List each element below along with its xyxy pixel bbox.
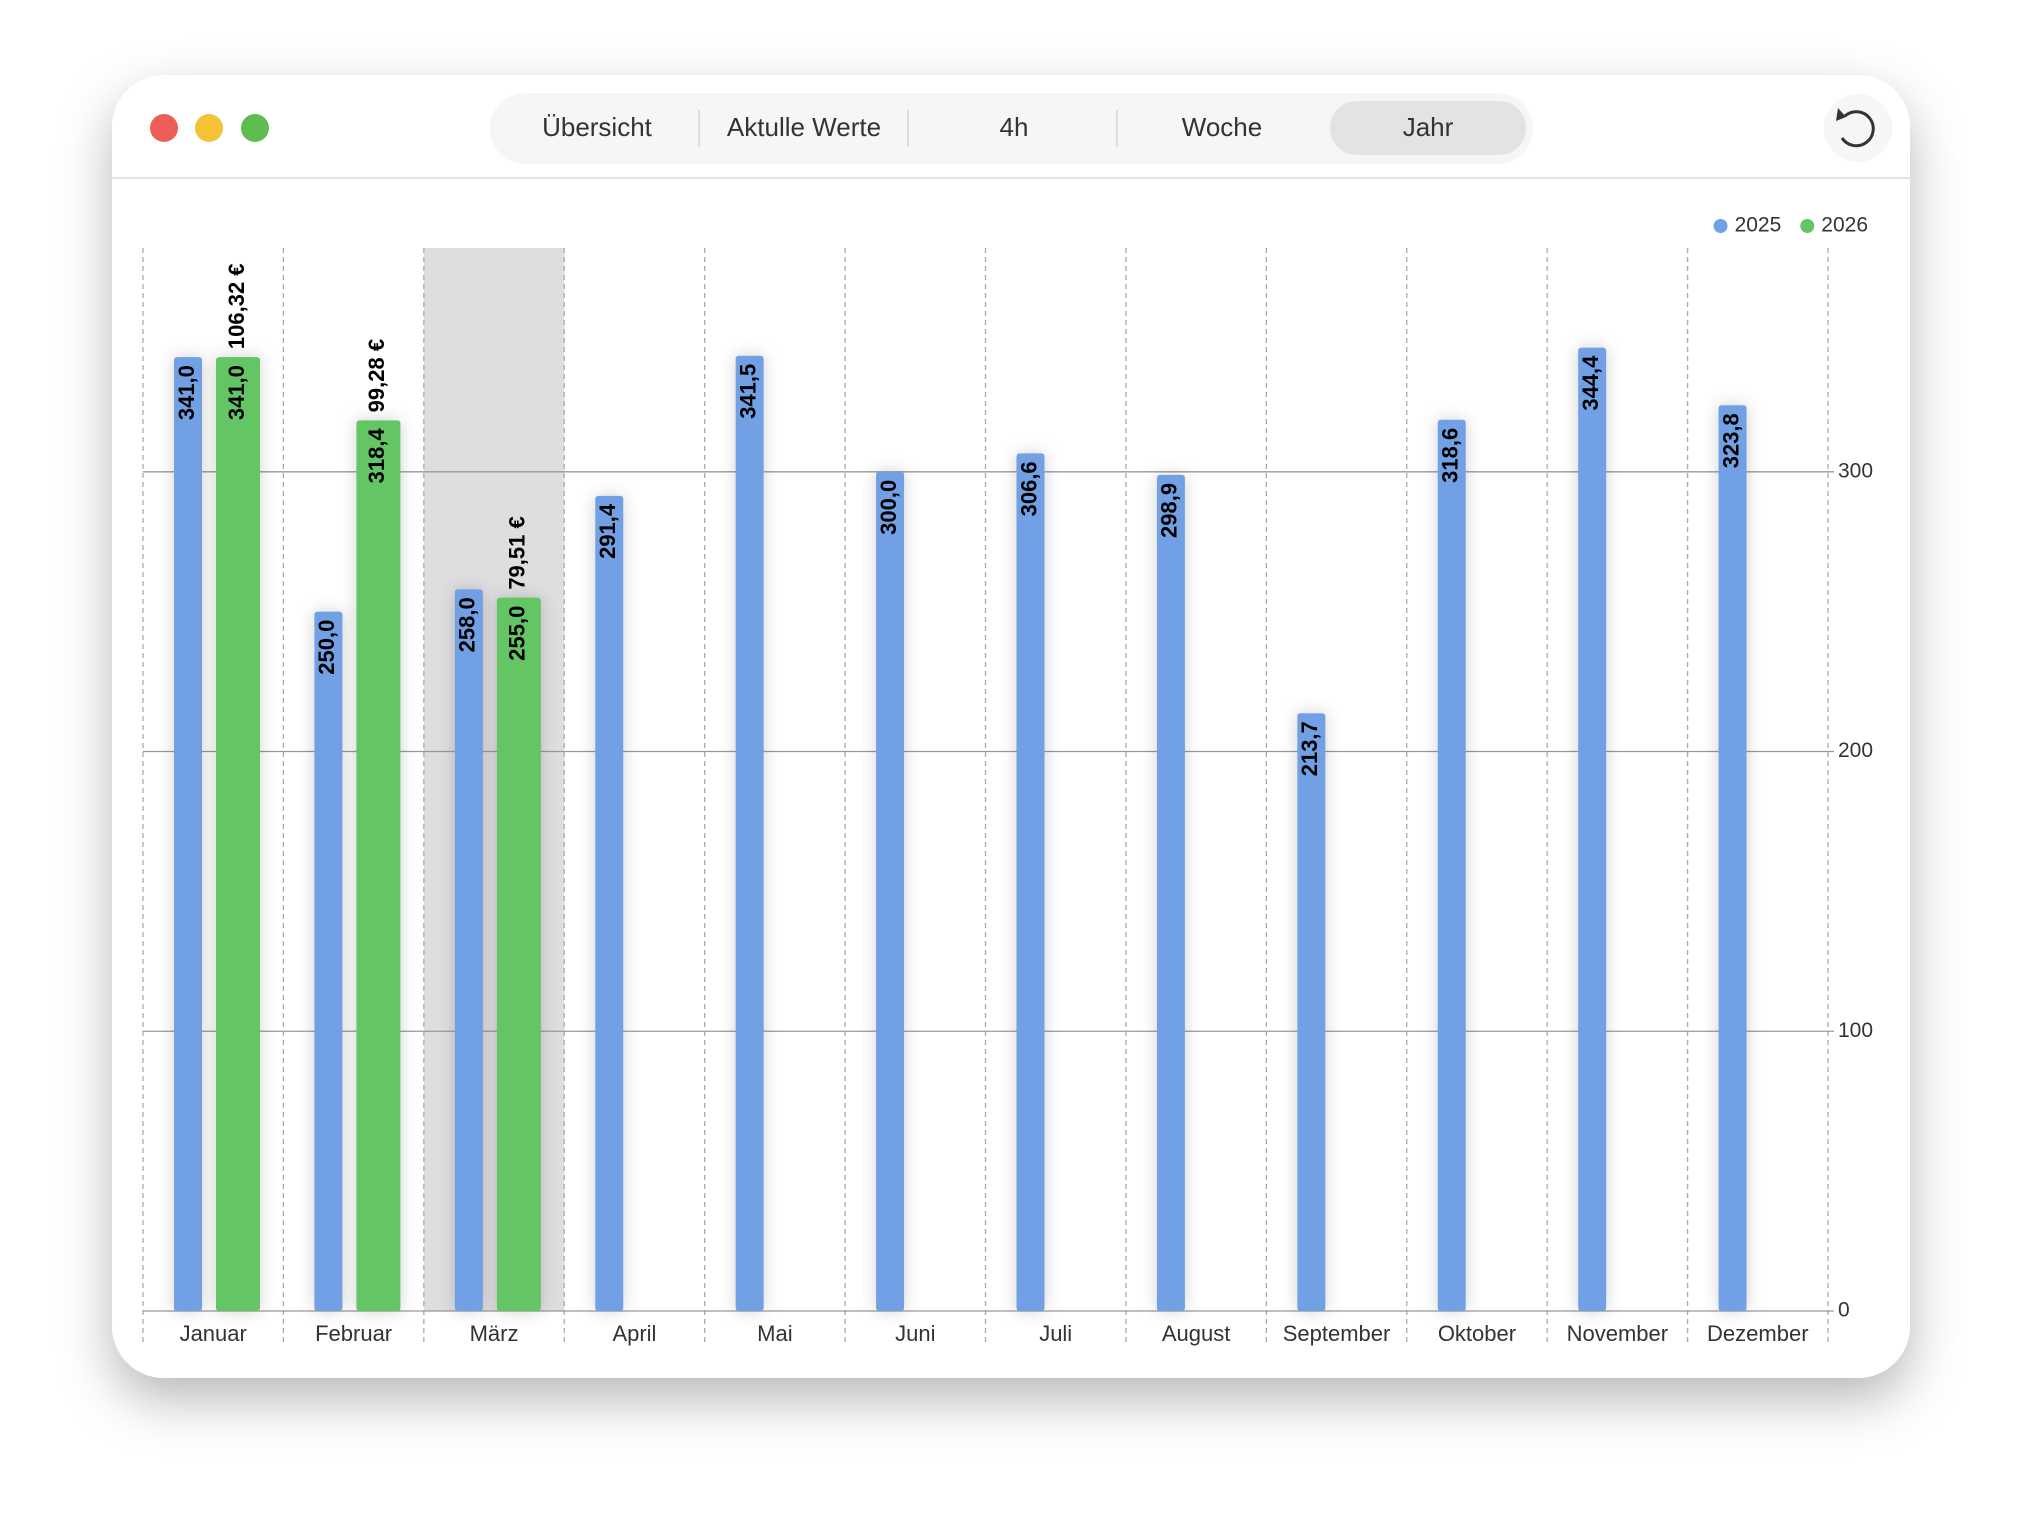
value-label: 323,8: [1718, 413, 1743, 468]
value-label: 341,0: [174, 365, 199, 420]
tab-label[interactable]: 4h: [1000, 112, 1029, 142]
zoom-button[interactable]: [241, 114, 269, 142]
bar: [876, 471, 905, 1312]
value-label: 341,5: [735, 364, 760, 419]
tab-label[interactable]: Jahr: [1403, 112, 1454, 142]
y-tick-label: 100: [1838, 1019, 1873, 1042]
bar: [216, 357, 260, 1311]
value-label: 258,0: [455, 597, 480, 652]
x-tick-label: Januar: [180, 1321, 247, 1346]
bar: [1437, 419, 1466, 1311]
tab-selected: [1330, 101, 1526, 155]
bar: [1578, 347, 1607, 1311]
bar: [735, 355, 764, 1311]
x-tick-label: April: [612, 1321, 656, 1346]
x-tick-label: Dezember: [1707, 1321, 1808, 1346]
bar: [314, 611, 343, 1311]
bar: [1297, 713, 1326, 1311]
x-tick-label: Februar: [315, 1321, 392, 1346]
tab-bar: [490, 93, 1533, 164]
value-label: 318,6: [1438, 428, 1463, 483]
bar: [174, 357, 202, 1311]
legend-label: 2025: [1735, 214, 1782, 237]
value-label: 300,0: [876, 480, 901, 535]
bar: [1718, 405, 1747, 1311]
x-tick-label: Oktober: [1438, 1321, 1516, 1346]
x-tick-label: September: [1283, 1321, 1391, 1346]
bar: [1156, 474, 1185, 1311]
tab-label[interactable]: Woche: [1182, 112, 1262, 142]
cost-label: 79,51 €: [505, 516, 530, 589]
x-tick-label: März: [470, 1321, 519, 1346]
value-label: 255,0: [505, 606, 530, 661]
chart: 0 100 200 300 Januar 341,0 341,0 106,32 € Februa…: [142, 214, 1873, 1346]
x-tick-label: August: [1162, 1321, 1231, 1346]
bar: [1016, 453, 1045, 1311]
value-label: 306,6: [1016, 461, 1041, 516]
cost-label: 106,32 €: [224, 263, 249, 349]
bar: [454, 589, 483, 1311]
refresh-button[interactable]: [1824, 94, 1892, 162]
tabs: Übersicht Aktulle Werte 4h Woche Jahr: [542, 101, 1526, 155]
x-tick-label: Juli: [1039, 1321, 1072, 1346]
value-label: 318,4: [364, 428, 389, 484]
legend-label: 2026: [1821, 214, 1868, 237]
y-tick-label: 0: [1838, 1299, 1850, 1322]
x-tick-label: Mai: [757, 1321, 792, 1346]
bar: [496, 597, 541, 1311]
value-label: 341,0: [224, 365, 249, 420]
cost-label: 99,28 €: [364, 339, 389, 412]
bar: [356, 420, 401, 1312]
value-label: 298,9: [1157, 483, 1182, 538]
x-tick-label: November: [1567, 1321, 1668, 1346]
value-label: 344,4: [1578, 355, 1603, 411]
tab-label[interactable]: Aktulle Werte: [727, 112, 881, 142]
value-label: 213,7: [1297, 721, 1322, 776]
y-tick-label: 300: [1838, 459, 1873, 482]
minimize-button[interactable]: [195, 114, 223, 142]
refresh-icon: [1840, 110, 1875, 148]
bar: [595, 495, 624, 1312]
legend-dot: [1800, 219, 1815, 233]
value-label: 250,0: [314, 620, 339, 675]
selected-band: [423, 248, 565, 1311]
value-label: 291,4: [595, 503, 620, 559]
y-tick-label: 200: [1838, 739, 1873, 762]
close-button[interactable]: [150, 114, 178, 142]
x-tick-label: Juni: [895, 1321, 935, 1346]
refresh-arrow: [1836, 108, 1846, 121]
legend-dot: [1713, 219, 1728, 233]
tab-label[interactable]: Übersicht: [542, 112, 653, 142]
